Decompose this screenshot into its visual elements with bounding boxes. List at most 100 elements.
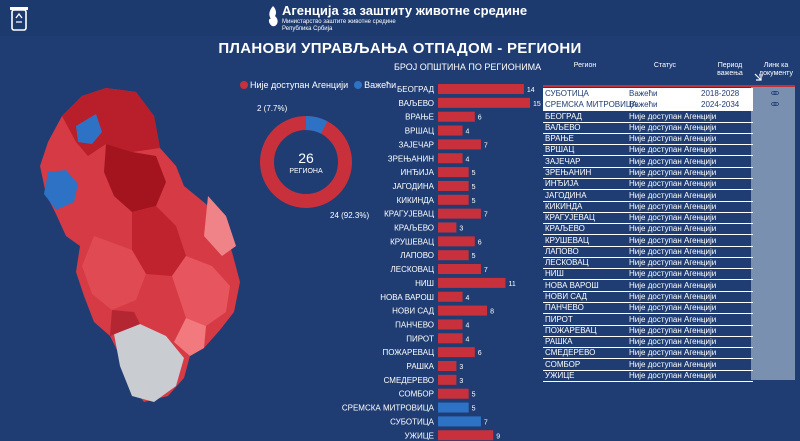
bar[interactable] bbox=[438, 264, 481, 275]
link-icon[interactable] bbox=[771, 90, 779, 96]
bar[interactable] bbox=[438, 291, 463, 302]
table-row[interactable]: СРЕМСКА МИТРОВИЦА Важећи 2024-2034 bbox=[543, 99, 753, 112]
table-row[interactable]: ПАНЧЕВО Није доступан Агенцији - bbox=[543, 302, 753, 315]
table-row[interactable]: РАШКА Није доступан Агенцији - bbox=[543, 336, 753, 349]
cell-period: - bbox=[701, 359, 704, 369]
cell-period: - bbox=[701, 348, 704, 358]
table-row[interactable]: ЛЕСКОВАЦ Није доступан Агенцији - bbox=[543, 257, 753, 270]
bar-value-label: 5 bbox=[472, 170, 476, 177]
bar[interactable] bbox=[438, 125, 463, 136]
table-row[interactable]: ЗРЕЊАНИН Није доступан Агенцији - bbox=[543, 167, 753, 179]
table-row[interactable]: УЖИЦЕ Није доступан Агенцији - bbox=[543, 370, 753, 382]
serbia-region-map[interactable] bbox=[36, 86, 250, 440]
bar[interactable] bbox=[438, 319, 463, 330]
bar[interactable] bbox=[438, 374, 457, 385]
cell-period: - bbox=[701, 235, 704, 245]
column-header-link[interactable]: Линк ка документу bbox=[759, 62, 793, 77]
table-row[interactable]: ВРШАЦ Није доступан Агенцији - bbox=[543, 144, 753, 157]
bar[interactable] bbox=[438, 250, 469, 261]
table-row[interactable]: ИНЂИЈА Није доступан Агенцији - bbox=[543, 178, 753, 191]
cell-period: - bbox=[701, 213, 704, 223]
column-header-status[interactable]: Статус bbox=[653, 62, 677, 69]
cell-region: КРАЉЕВО bbox=[545, 224, 585, 234]
link-icon[interactable] bbox=[771, 101, 779, 107]
recycle-bin-icon bbox=[10, 7, 28, 31]
bar[interactable] bbox=[438, 361, 457, 371]
table-row[interactable]: ЈАГОДИНА Није доступан Агенцији - bbox=[543, 190, 753, 202]
table-row[interactable]: БЕОГРАД Није доступан Агенцији - bbox=[543, 111, 753, 123]
cell-status: Није доступан Агенцији bbox=[629, 111, 717, 121]
table-row[interactable]: СУБОТИЦА Важећи 2018-2028 bbox=[543, 88, 753, 100]
bar-label: ПИРОТ bbox=[406, 334, 434, 343]
bar-value-label: 8 bbox=[490, 309, 494, 316]
bar-value-label: 3 bbox=[459, 226, 463, 233]
bar-label: РАШКА bbox=[407, 362, 435, 371]
cell-period: - bbox=[701, 371, 704, 380]
table-row[interactable]: СМЕДЕРЕВО Није доступан Агенцији - bbox=[543, 347, 753, 360]
table-row[interactable]: КРУШЕВАЦ Није доступан Агенцији - bbox=[543, 235, 753, 247]
table-row[interactable]: КИКИНДА Није доступан Агенцији - bbox=[543, 201, 753, 213]
bar[interactable] bbox=[438, 305, 488, 316]
table-row[interactable]: НОВА ВАРОШ Није доступан Агенцији - bbox=[543, 280, 753, 292]
bar[interactable] bbox=[438, 153, 463, 164]
cell-period: 2018-2028 bbox=[701, 89, 740, 98]
bar[interactable] bbox=[438, 388, 469, 399]
bar[interactable] bbox=[438, 236, 475, 247]
cell-status: Није доступан Агенцији bbox=[629, 213, 717, 223]
region-donut-chart[interactable] bbox=[256, 112, 356, 212]
cell-status: Није доступан Агенцији bbox=[629, 303, 717, 313]
table-row[interactable]: ЛАПОВО Није доступан Агенцији - bbox=[543, 246, 753, 258]
cell-period: - bbox=[701, 325, 704, 335]
cell-region: ПАНЧЕВО bbox=[545, 303, 584, 313]
table-row[interactable]: КРАЉЕВО Није доступан Агенцији - bbox=[543, 223, 753, 236]
bar-label: ЛЕСКОВАЦ bbox=[391, 265, 435, 274]
bar[interactable] bbox=[438, 430, 494, 441]
bar[interactable] bbox=[438, 416, 481, 427]
bar[interactable] bbox=[438, 208, 481, 219]
column-header-period[interactable]: Период важења bbox=[717, 62, 743, 77]
bar-chart-title: БРОЈ ОПШТИНА ПО РЕГИОНИМА bbox=[394, 62, 542, 72]
cell-region: КИКИНДА bbox=[545, 201, 583, 211]
bar[interactable] bbox=[438, 333, 463, 344]
cell-region: ЈАГОДИНА bbox=[545, 190, 587, 200]
bar-label: КРУШЕВАЦ bbox=[390, 237, 434, 246]
bar[interactable] bbox=[438, 277, 506, 288]
cell-status: Важећи bbox=[629, 89, 658, 98]
bar-label: СРЕМСКА МИТРОВИЦА bbox=[342, 404, 435, 413]
sort-arrow-icon[interactable] bbox=[753, 72, 763, 82]
table-row[interactable]: СОМБОР Није доступан Агенцији - bbox=[543, 359, 753, 371]
table-header-divider bbox=[543, 85, 795, 87]
table-row[interactable]: ЗАЈЕЧАР Није доступан Агенцији - bbox=[543, 156, 753, 168]
cell-status: Није доступан Агенцији bbox=[629, 201, 717, 211]
cell-period: - bbox=[701, 122, 704, 132]
table-row[interactable]: НИШ Није доступан Агенцији - bbox=[543, 268, 753, 281]
table-row[interactable]: ВАЉЕВО Није доступан Агенцији - bbox=[543, 122, 753, 134]
bar-label: СУБОТИЦА bbox=[390, 417, 435, 426]
bar[interactable] bbox=[438, 222, 457, 233]
bar-label: КИКИНДА bbox=[397, 196, 435, 205]
table-row[interactable]: НОВИ САД Није доступан Агенцији - bbox=[543, 291, 753, 304]
bar[interactable] bbox=[438, 347, 475, 358]
cell-region: СМЕДЕРЕВО bbox=[545, 348, 596, 358]
bar-value-label: 7 bbox=[484, 267, 488, 274]
cell-region: ЗРЕЊАНИН bbox=[545, 167, 592, 177]
cell-status: Није доступан Агенцији bbox=[629, 134, 717, 144]
column-header-region[interactable]: Регион bbox=[573, 62, 597, 69]
legend-item-not-available[interactable]: Није доступан Агенцији bbox=[240, 80, 348, 90]
legend-item-valid[interactable]: Важећи bbox=[354, 80, 396, 90]
bar[interactable] bbox=[438, 180, 469, 191]
table-row[interactable]: ПОЖАРЕВАЦ Није доступан Агенцији - bbox=[543, 325, 753, 337]
table-row[interactable]: ВРАЊЕ Није доступан Агенцији - bbox=[543, 133, 753, 146]
country-name: Република Србија bbox=[282, 26, 333, 32]
table-row[interactable]: КРАГУЈЕВАЦ Није доступан Агенцији - bbox=[543, 212, 753, 225]
bar[interactable] bbox=[438, 111, 475, 122]
bar-label: КРАГУЈЕВАЦ bbox=[384, 210, 434, 219]
bar[interactable] bbox=[438, 139, 481, 150]
bar[interactable] bbox=[438, 97, 530, 108]
bar[interactable] bbox=[438, 402, 469, 413]
bar[interactable] bbox=[438, 167, 469, 178]
bar[interactable] bbox=[438, 84, 524, 94]
bar[interactable] bbox=[438, 194, 469, 205]
donut-slice-valid[interactable] bbox=[260, 116, 352, 208]
table-row[interactable]: ПИРОТ Није доступан Агенцији - bbox=[543, 314, 753, 326]
